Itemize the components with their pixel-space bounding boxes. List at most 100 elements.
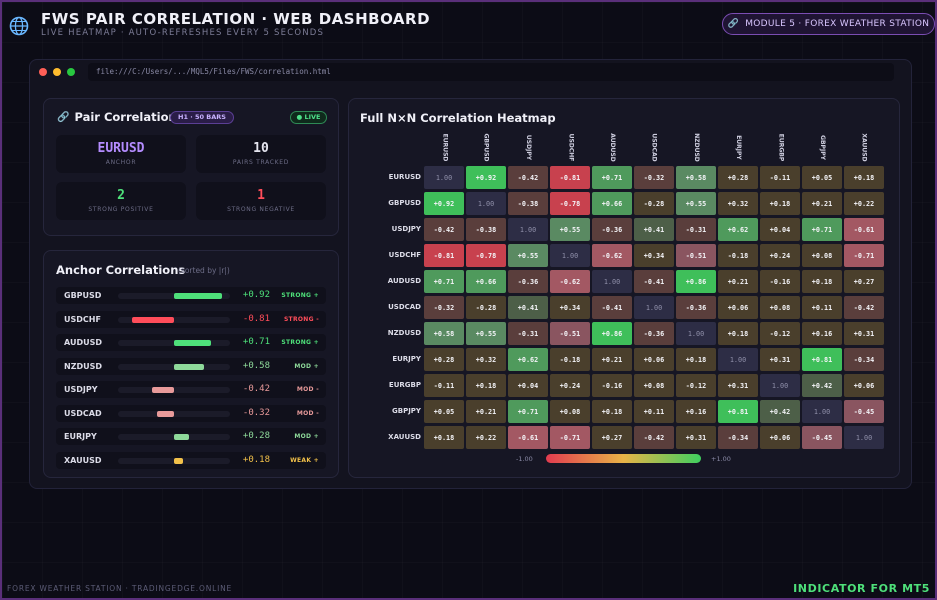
heatmap-cell[interactable]: -0.61 <box>844 218 884 241</box>
heatmap-cell[interactable]: +0.32 <box>466 348 506 371</box>
heatmap-cell[interactable]: +0.08 <box>550 400 590 423</box>
heatmap-cell[interactable]: 1.00 <box>550 244 590 267</box>
heatmap-cell[interactable]: +0.18 <box>424 426 464 449</box>
heatmap-cell[interactable]: +0.55 <box>508 244 548 267</box>
heatmap-cell[interactable]: -0.61 <box>508 426 548 449</box>
heatmap-cell[interactable]: -0.28 <box>634 192 674 215</box>
heatmap-cell[interactable]: +0.66 <box>466 270 506 293</box>
heatmap-cell[interactable]: +0.06 <box>844 374 884 397</box>
heatmap-cell[interactable]: +0.41 <box>508 296 548 319</box>
minimize-window-button[interactable] <box>53 68 61 76</box>
heatmap-cell[interactable]: +0.28 <box>718 166 758 189</box>
heatmap-cell[interactable]: +0.86 <box>592 322 632 345</box>
heatmap-cell[interactable]: +0.27 <box>592 426 632 449</box>
heatmap-cell[interactable]: +0.22 <box>844 192 884 215</box>
heatmap-cell[interactable]: -0.38 <box>466 218 506 241</box>
heatmap-cell[interactable]: -0.31 <box>508 322 548 345</box>
heatmap-cell[interactable]: -0.36 <box>676 296 716 319</box>
heatmap-cell[interactable]: +0.18 <box>676 348 716 371</box>
heatmap-cell[interactable]: 1.00 <box>508 218 548 241</box>
heatmap-cell[interactable]: 1.00 <box>424 166 464 189</box>
heatmap-cell[interactable]: -0.42 <box>634 426 674 449</box>
heatmap-cell[interactable]: -0.71 <box>844 244 884 267</box>
heatmap-cell[interactable]: +0.92 <box>424 192 464 215</box>
heatmap-cell[interactable]: +0.18 <box>844 166 884 189</box>
heatmap-cell[interactable]: 1.00 <box>844 426 884 449</box>
heatmap-cell[interactable]: +0.71 <box>592 166 632 189</box>
heatmap-cell[interactable]: +0.21 <box>718 270 758 293</box>
heatmap-cell[interactable]: 1.00 <box>592 270 632 293</box>
heatmap-cell[interactable]: +0.42 <box>760 400 800 423</box>
heatmap-cell[interactable]: 1.00 <box>634 296 674 319</box>
heatmap-cell[interactable]: -0.32 <box>424 296 464 319</box>
heatmap-cell[interactable]: +0.58 <box>424 322 464 345</box>
heatmap-cell[interactable]: -0.31 <box>676 218 716 241</box>
heatmap-cell[interactable]: +0.11 <box>802 296 842 319</box>
heatmap-cell[interactable]: -0.45 <box>844 400 884 423</box>
heatmap-cell[interactable]: +0.55 <box>676 192 716 215</box>
heatmap-cell[interactable]: -0.71 <box>550 426 590 449</box>
heatmap-cell[interactable]: -0.12 <box>676 374 716 397</box>
heatmap-cell[interactable]: 1.00 <box>466 192 506 215</box>
heatmap-cell[interactable]: 1.00 <box>718 348 758 371</box>
heatmap-cell[interactable]: -0.38 <box>508 192 548 215</box>
heatmap-cell[interactable]: -0.34 <box>844 348 884 371</box>
heatmap-cell[interactable]: -0.36 <box>592 218 632 241</box>
heatmap-cell[interactable]: -0.12 <box>760 322 800 345</box>
heatmap-cell[interactable]: -0.81 <box>424 244 464 267</box>
heatmap-cell[interactable]: +0.81 <box>718 400 758 423</box>
heatmap-cell[interactable]: +0.31 <box>676 426 716 449</box>
heatmap-cell[interactable]: -0.51 <box>676 244 716 267</box>
heatmap-cell[interactable]: -0.18 <box>718 244 758 267</box>
heatmap-cell[interactable]: -0.81 <box>550 166 590 189</box>
heatmap-cell[interactable]: 1.00 <box>802 400 842 423</box>
close-window-button[interactable] <box>39 68 47 76</box>
heatmap-cell[interactable]: +0.32 <box>718 192 758 215</box>
heatmap-cell[interactable]: +0.18 <box>466 374 506 397</box>
heatmap-cell[interactable]: +0.34 <box>550 296 590 319</box>
heatmap-cell[interactable]: +0.21 <box>802 192 842 215</box>
heatmap-cell[interactable]: +0.18 <box>592 400 632 423</box>
heatmap-cell[interactable]: +0.71 <box>508 400 548 423</box>
heatmap-cell[interactable]: +0.18 <box>718 322 758 345</box>
heatmap-cell[interactable]: -0.78 <box>466 244 506 267</box>
heatmap-cell[interactable]: +0.06 <box>760 426 800 449</box>
heatmap-cell[interactable]: +0.62 <box>718 218 758 241</box>
heatmap-cell[interactable]: +0.31 <box>760 348 800 371</box>
heatmap-cell[interactable]: -0.62 <box>592 244 632 267</box>
heatmap-cell[interactable]: -0.42 <box>508 166 548 189</box>
heatmap-cell[interactable]: -0.36 <box>634 322 674 345</box>
heatmap-cell[interactable]: -0.28 <box>466 296 506 319</box>
heatmap-cell[interactable]: +0.22 <box>466 426 506 449</box>
heatmap-cell[interactable]: +0.41 <box>634 218 674 241</box>
heatmap-cell[interactable]: +0.66 <box>592 192 632 215</box>
heatmap-cell[interactable]: 1.00 <box>676 322 716 345</box>
heatmap-cell[interactable]: +0.11 <box>634 400 674 423</box>
heatmap-cell[interactable]: +0.62 <box>508 348 548 371</box>
heatmap-cell[interactable]: -0.36 <box>508 270 548 293</box>
heatmap-cell[interactable]: +0.04 <box>760 218 800 241</box>
heatmap-cell[interactable]: +0.71 <box>424 270 464 293</box>
heatmap-cell[interactable]: +0.16 <box>676 400 716 423</box>
heatmap-cell[interactable]: -0.42 <box>844 296 884 319</box>
heatmap-cell[interactable]: +0.21 <box>592 348 632 371</box>
heatmap-cell[interactable]: +0.81 <box>802 348 842 371</box>
heatmap-cell[interactable]: +0.21 <box>466 400 506 423</box>
heatmap-cell[interactable]: +0.24 <box>760 244 800 267</box>
heatmap-cell[interactable]: +0.34 <box>634 244 674 267</box>
heatmap-cell[interactable]: +0.28 <box>424 348 464 371</box>
heatmap-cell[interactable]: +0.92 <box>466 166 506 189</box>
heatmap-cell[interactable]: -0.45 <box>802 426 842 449</box>
heatmap-cell[interactable]: +0.08 <box>634 374 674 397</box>
heatmap-cell[interactable]: -0.41 <box>634 270 674 293</box>
heatmap-cell[interactable]: +0.42 <box>802 374 842 397</box>
heatmap-cell[interactable]: +0.08 <box>802 244 842 267</box>
heatmap-cell[interactable]: -0.11 <box>760 166 800 189</box>
heatmap-cell[interactable]: +0.58 <box>676 166 716 189</box>
heatmap-cell[interactable]: -0.41 <box>592 296 632 319</box>
address-bar[interactable]: file:///C:/Users/.../MQL5/Files/FWS/corr… <box>88 63 894 81</box>
heatmap-cell[interactable]: -0.51 <box>550 322 590 345</box>
heatmap-cell[interactable]: -0.16 <box>760 270 800 293</box>
heatmap-cell[interactable]: +0.06 <box>634 348 674 371</box>
heatmap-cell[interactable]: +0.18 <box>760 192 800 215</box>
